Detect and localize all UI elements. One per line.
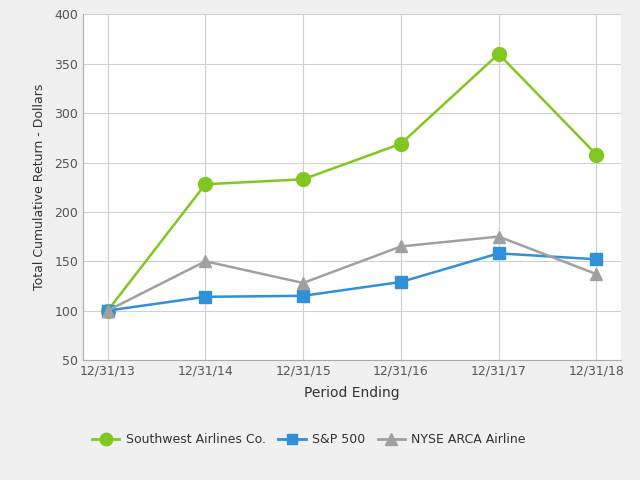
X-axis label: Period Ending: Period Ending [304,386,400,400]
Legend: Southwest Airlines Co., S&P 500, NYSE ARCA Airline: Southwest Airlines Co., S&P 500, NYSE AR… [87,429,531,452]
Y-axis label: Total Cumulative Return - Dollars: Total Cumulative Return - Dollars [33,84,46,290]
